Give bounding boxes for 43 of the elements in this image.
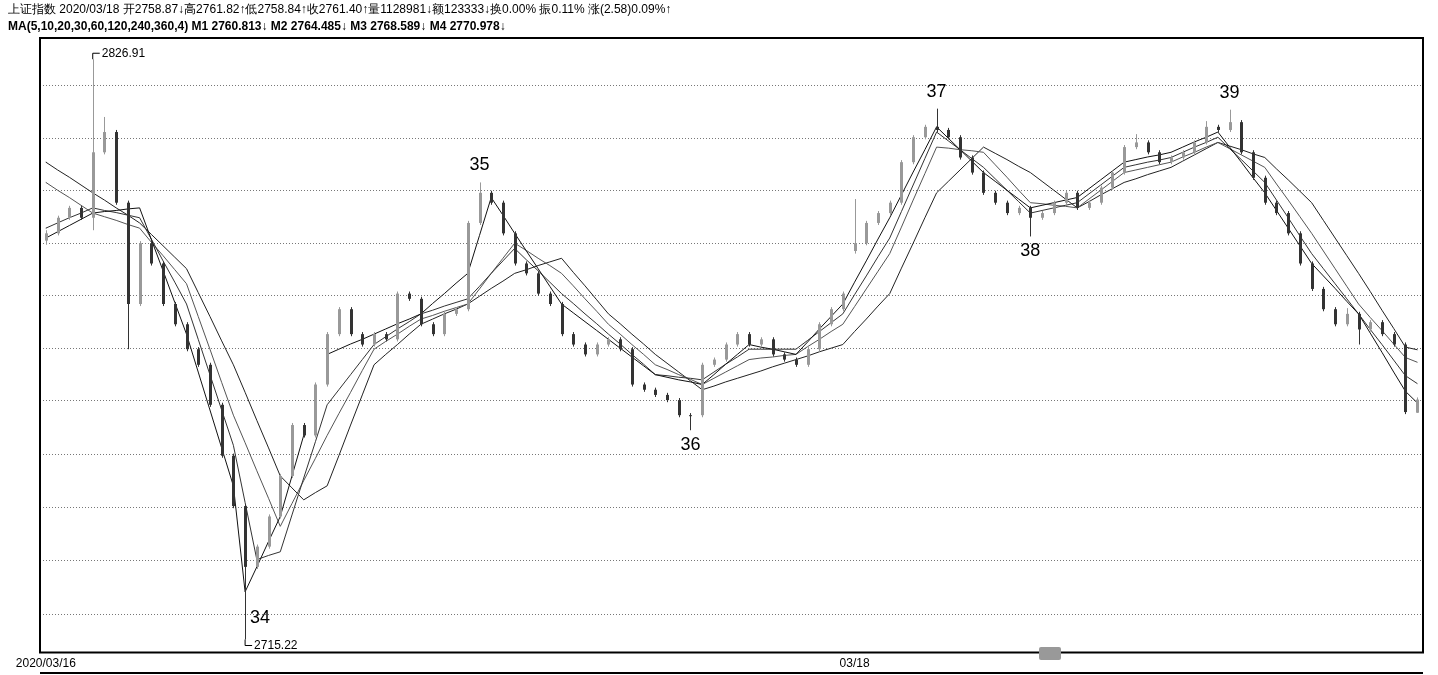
chart-title: 上证指数 2020/03/18 开2758.87↓高2761.82↑低2758.84↑收2761.40↑量1128981↓额123333↓换0.00% 振0.11% 涨(2.58)0.09%↑	[8, 1, 672, 18]
candlestick	[725, 341, 728, 363]
candlestick	[1111, 169, 1114, 191]
candlestick	[1076, 190, 1079, 211]
candlestick	[830, 306, 833, 327]
candlestick	[772, 336, 775, 357]
candlestick	[1229, 109, 1232, 133]
candlestick	[1322, 286, 1325, 312]
annotation: 34	[250, 607, 271, 628]
candlestick	[1358, 311, 1361, 346]
candlestick	[678, 397, 681, 418]
candlestick	[971, 154, 974, 176]
candlestick	[443, 311, 446, 337]
annotation: 38	[1020, 240, 1041, 261]
candlestick	[103, 116, 106, 155]
candlestick	[174, 301, 177, 327]
annotation: 36	[680, 434, 701, 455]
x-tick-label: 03/18	[839, 656, 870, 671]
candlestick	[854, 198, 857, 255]
candlestick	[197, 346, 200, 368]
candlestick	[842, 291, 845, 312]
annotation: 39	[1219, 81, 1240, 102]
annotation: 37	[926, 80, 947, 101]
x-tick-label: 2020/03/16	[15, 656, 77, 671]
candlestick	[1346, 307, 1349, 327]
chart-subtitle: MA(5,10,20,30,60,120,240,360,4) M1 2760.813↓ M2 2764.485↓ M3 2768.589↓ M4 2770.978↓	[8, 18, 507, 35]
candlestick	[865, 220, 868, 246]
candlestick	[959, 134, 962, 161]
annotation: 35	[469, 154, 490, 175]
candlestick	[807, 346, 810, 368]
candlestick	[1100, 185, 1103, 206]
candlestick	[1205, 120, 1208, 145]
candlestick	[256, 544, 259, 570]
candlestick	[1287, 210, 1290, 236]
candlestick	[1029, 205, 1032, 237]
candlestick	[57, 215, 60, 236]
candlestick	[982, 169, 985, 196]
candlestick	[1334, 306, 1337, 327]
candlestick	[150, 240, 153, 267]
annotation: 2826.91	[101, 45, 146, 60]
candlestick	[537, 270, 540, 297]
annotation: 2715.22	[254, 637, 298, 652]
candlestick	[689, 412, 692, 431]
